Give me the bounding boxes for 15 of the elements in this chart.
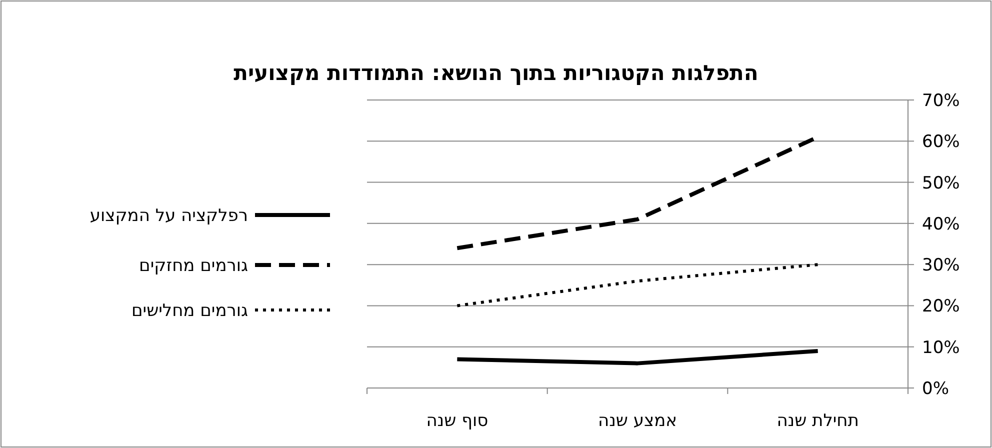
y-tick-label: 60% (922, 132, 960, 152)
x-tick-label: סוף שנה (426, 411, 488, 431)
y-tick-label: 10% (922, 338, 960, 358)
title: התפלגות הקטגוריות בתוך הנושא: התמודדות מקצועית (234, 61, 758, 85)
y-tick-label: 30% (922, 256, 960, 276)
y-tick-label: 50% (922, 173, 960, 194)
y-tick-label: 20% (922, 296, 960, 317)
x-tick-label: אמצע שנה (598, 411, 677, 431)
legend-label: גורמים מחזקים (139, 256, 248, 276)
y-tick-label: 40% (922, 214, 960, 234)
y-tick-label: 70% (922, 91, 960, 111)
y-tick-label: 0% (922, 379, 949, 399)
legend-label: רפלקציה על המקצוע (90, 206, 248, 226)
x-tick-label: תחילת שנה (776, 411, 859, 431)
legend-label: גורמים מחלישים (131, 301, 248, 321)
